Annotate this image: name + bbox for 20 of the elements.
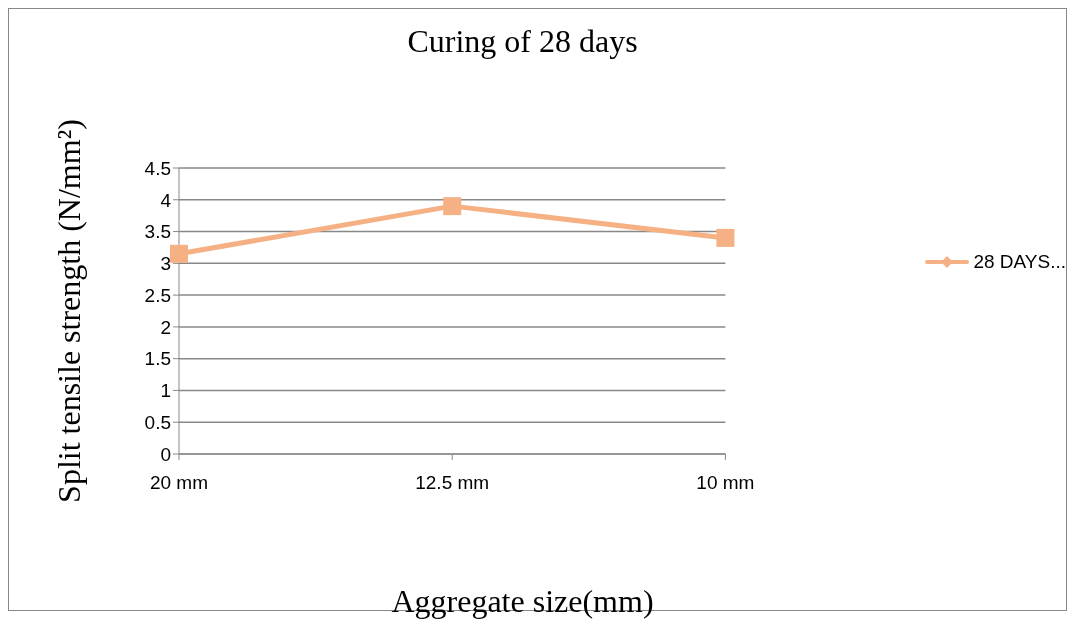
point [170,244,188,263]
x-tick-label: 10 mm [696,472,755,494]
y-tick-label: 4 [160,189,172,211]
y-tick-label: 2.5 [144,284,171,306]
y-tick-label: 0.5 [144,411,171,433]
legend-label: 28 DAYS... [973,250,1066,273]
y-tick-label: 0 [160,443,171,465]
point [716,228,735,247]
point [443,197,462,216]
x-tick-label: 20 mm [149,472,209,494]
y-tick-label: 1.5 [144,348,171,370]
y-tick-label: 4.5 [144,157,171,179]
y-tick-label: 2 [160,316,171,338]
y-axis-title: Split tensile strength (N/mm²) [51,119,88,503]
y-tick-label: 3.5 [144,221,171,243]
y-tick-label: 3 [160,253,171,275]
x-axis-title: Aggregate size(mm) [390,583,655,619]
x-tick-label: 12.5 mm [415,472,490,494]
chart-title: Curing of 28 days [406,23,639,60]
y-tick-label: 1 [160,380,171,402]
